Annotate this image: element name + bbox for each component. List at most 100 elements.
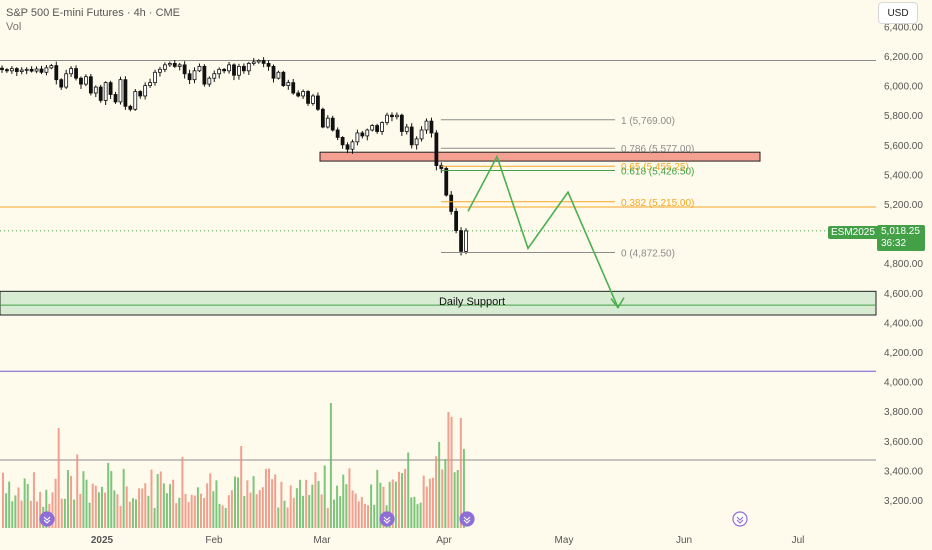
time-tick-label: Jul xyxy=(792,535,805,546)
time-tick-label: Apr xyxy=(436,535,452,546)
earnings-icon[interactable] xyxy=(459,511,475,527)
candle xyxy=(360,130,365,139)
candle xyxy=(217,67,222,79)
volume-bar xyxy=(237,477,240,528)
volume-bar xyxy=(153,507,156,528)
fib-level: 0.382 (5,215.00) xyxy=(441,198,694,209)
candle xyxy=(39,65,44,75)
volume-bar xyxy=(39,491,42,528)
volume-bar xyxy=(212,491,215,528)
candle xyxy=(390,112,394,122)
candle xyxy=(296,90,301,98)
candle xyxy=(316,92,320,111)
candle xyxy=(291,78,296,95)
resistance-zone xyxy=(319,151,761,162)
candle xyxy=(69,66,74,77)
candle xyxy=(34,66,39,74)
volume-bar xyxy=(150,469,153,528)
price-tick-label: 5,800.00 xyxy=(884,111,923,122)
last-price-tag: 5,018.25 36:32 xyxy=(877,225,925,251)
chart-header: S&P 500 E-mini Futures · 4h · CME Vol xyxy=(6,6,180,34)
fib-label: 1 (5,769.00) xyxy=(621,116,675,127)
volume-bar xyxy=(54,478,57,528)
volume-bar xyxy=(215,480,218,528)
volume-bar xyxy=(85,479,88,528)
fib-label: 0.786 (5,577.00) xyxy=(621,144,694,155)
volume-bar xyxy=(391,479,394,528)
volume-bar xyxy=(370,484,373,528)
candle xyxy=(355,129,360,146)
volume-bar xyxy=(206,483,209,528)
volume-bar xyxy=(286,507,289,528)
volume-bar xyxy=(138,488,141,528)
price-tick-label: 4,200.00 xyxy=(884,348,923,359)
candle xyxy=(93,85,98,98)
candle xyxy=(370,124,375,132)
volume-bar xyxy=(292,497,295,528)
candle xyxy=(394,112,399,120)
volume-bar xyxy=(172,479,175,528)
candle xyxy=(177,62,182,71)
candle xyxy=(256,59,261,64)
candle xyxy=(439,162,444,173)
volume-bar xyxy=(243,495,246,528)
volume-bar xyxy=(379,482,382,528)
candle xyxy=(399,113,404,136)
candle xyxy=(409,123,414,149)
volume-bar xyxy=(354,493,357,528)
currency-button[interactable]: USD xyxy=(878,2,918,24)
volume-bar xyxy=(351,490,354,528)
volume-bar xyxy=(11,501,14,528)
candle xyxy=(237,63,241,80)
candle xyxy=(375,123,380,134)
volume-bar xyxy=(45,489,48,528)
candle xyxy=(29,66,34,73)
candle xyxy=(64,69,69,89)
candle xyxy=(385,112,389,126)
projection-path xyxy=(467,154,619,308)
dividend-icon[interactable] xyxy=(39,511,55,527)
volume-bar xyxy=(314,472,317,528)
candle xyxy=(44,64,49,76)
candle xyxy=(153,69,157,86)
volume-bar xyxy=(199,493,202,528)
volume-bar xyxy=(336,485,339,528)
volume-bar xyxy=(264,468,267,528)
volume-bar xyxy=(249,492,252,528)
candle xyxy=(380,121,384,135)
volume-bar xyxy=(255,494,258,528)
volume-bar xyxy=(268,468,271,528)
candle xyxy=(98,84,103,103)
dividend-icon[interactable] xyxy=(379,511,395,527)
fib-level: 0.786 (5,577.00) xyxy=(441,144,694,155)
fib-level: 0.618 (5,426.50) xyxy=(441,166,694,177)
volume-bar xyxy=(110,471,113,528)
volume-bar xyxy=(240,446,243,528)
candle xyxy=(335,127,340,141)
volume-bar xyxy=(156,474,159,528)
support-label: Daily Support xyxy=(439,296,505,308)
price-tick-label: 4,800.00 xyxy=(884,259,923,270)
candle xyxy=(227,61,231,74)
fib-label: 0.65 (5,455.25) xyxy=(621,162,689,173)
candle xyxy=(419,126,424,142)
volume-bar xyxy=(165,493,168,528)
volume-bar xyxy=(218,503,221,528)
fib-label: 0 (4,872.50) xyxy=(621,248,675,259)
candle xyxy=(5,68,9,73)
volume-bar xyxy=(438,441,441,528)
fib-label: 0.382 (5,215.00) xyxy=(621,198,694,209)
volume-bar xyxy=(453,472,456,528)
volume-bar xyxy=(104,492,107,528)
volume-bar xyxy=(428,478,431,528)
candle xyxy=(286,79,291,90)
volume-bar xyxy=(357,501,360,528)
volume-bar xyxy=(339,496,342,528)
volume-bar xyxy=(342,474,345,528)
dividend-icon[interactable] xyxy=(732,511,748,527)
volume-bar xyxy=(147,495,150,528)
volume-bar xyxy=(283,500,286,528)
candle xyxy=(128,104,133,112)
volume-bar xyxy=(2,472,4,528)
